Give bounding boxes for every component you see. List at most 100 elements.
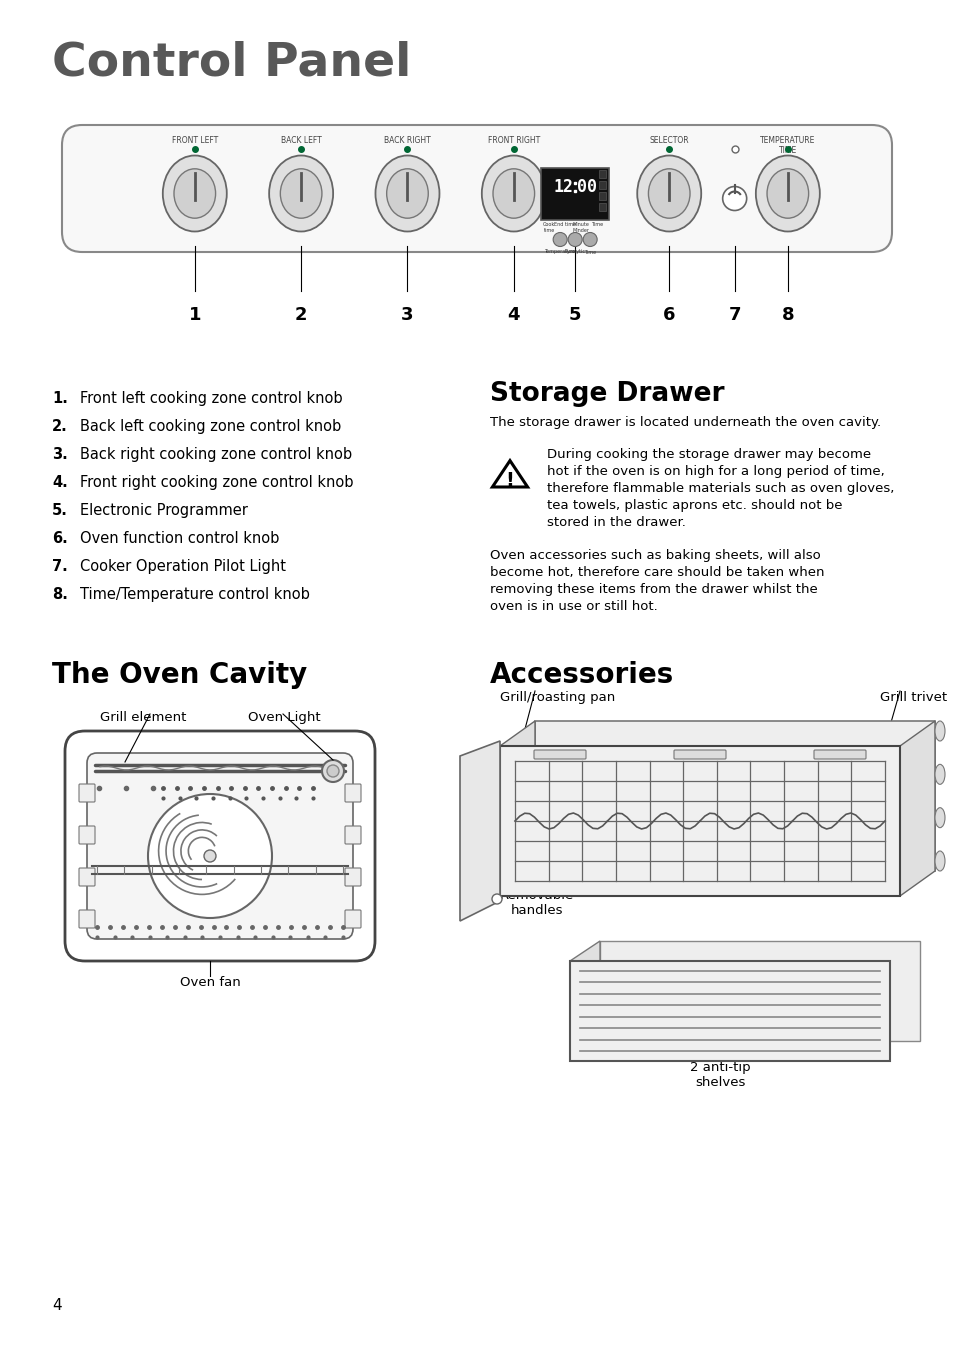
Text: removing these items from the drawer whilst the: removing these items from the drawer whi…	[490, 584, 817, 596]
Text: 7: 7	[728, 305, 740, 324]
FancyBboxPatch shape	[540, 168, 609, 219]
Text: 5.: 5.	[52, 503, 68, 517]
Text: Minute
Minder: Minute Minder	[572, 223, 589, 234]
FancyBboxPatch shape	[79, 911, 95, 928]
Circle shape	[204, 850, 215, 862]
Text: TEMPERATURE
TIME: TEMPERATURE TIME	[760, 136, 815, 155]
Text: Front left cooking zone control knob: Front left cooking zone control knob	[80, 390, 342, 407]
FancyBboxPatch shape	[62, 126, 891, 253]
Text: Control Panel: Control Panel	[52, 41, 411, 86]
Text: 5: 5	[568, 305, 580, 324]
FancyBboxPatch shape	[345, 867, 360, 886]
Text: 6: 6	[662, 305, 675, 324]
FancyBboxPatch shape	[65, 731, 375, 961]
FancyBboxPatch shape	[673, 750, 725, 759]
Text: Pyrolytic: Pyrolytic	[564, 250, 585, 254]
Text: Grill element: Grill element	[100, 711, 186, 724]
Text: Oven accessories such as baking sheets, will also: Oven accessories such as baking sheets, …	[490, 549, 820, 562]
Ellipse shape	[934, 808, 944, 828]
Circle shape	[327, 765, 338, 777]
Text: 8.: 8.	[52, 586, 68, 603]
Ellipse shape	[280, 169, 321, 219]
Ellipse shape	[755, 155, 819, 231]
Text: 7.: 7.	[52, 559, 68, 574]
Ellipse shape	[934, 721, 944, 740]
Text: therefore flammable materials such as oven gloves,: therefore flammable materials such as ov…	[546, 482, 893, 494]
Text: Grill/roasting pan: Grill/roasting pan	[499, 690, 615, 704]
Circle shape	[148, 794, 272, 917]
FancyBboxPatch shape	[598, 203, 605, 211]
FancyBboxPatch shape	[813, 750, 865, 759]
FancyBboxPatch shape	[79, 784, 95, 802]
Text: 4.: 4.	[52, 476, 68, 490]
Text: !: !	[505, 470, 514, 489]
FancyBboxPatch shape	[598, 192, 605, 200]
Circle shape	[582, 232, 597, 246]
Polygon shape	[599, 942, 919, 1042]
Polygon shape	[492, 461, 527, 486]
FancyBboxPatch shape	[79, 825, 95, 844]
FancyBboxPatch shape	[598, 181, 605, 189]
FancyBboxPatch shape	[79, 867, 95, 886]
Text: FRONT RIGHT: FRONT RIGHT	[487, 136, 539, 145]
Text: 4: 4	[507, 305, 519, 324]
Polygon shape	[569, 942, 599, 1061]
Text: Electronic Programmer: Electronic Programmer	[80, 503, 248, 517]
Polygon shape	[899, 721, 934, 896]
Circle shape	[553, 232, 567, 246]
Text: During cooking the storage drawer may become: During cooking the storage drawer may be…	[546, 449, 870, 461]
Text: Time: Time	[591, 223, 602, 227]
Text: Front right cooking zone control knob: Front right cooking zone control knob	[80, 476, 354, 490]
Ellipse shape	[173, 169, 215, 219]
Text: hot if the oven is on high for a long period of time,: hot if the oven is on high for a long pe…	[546, 465, 883, 478]
Text: 8: 8	[781, 305, 793, 324]
Text: Oven function control knob: Oven function control knob	[80, 531, 279, 546]
Text: Oven Light: Oven Light	[248, 711, 320, 724]
Ellipse shape	[493, 169, 534, 219]
Text: 1: 1	[189, 305, 201, 324]
Text: BACK RIGHT: BACK RIGHT	[384, 136, 431, 145]
Text: 4: 4	[52, 1298, 62, 1313]
Text: 6.: 6.	[52, 531, 68, 546]
Ellipse shape	[481, 155, 545, 231]
Ellipse shape	[934, 765, 944, 785]
Ellipse shape	[766, 169, 808, 219]
Ellipse shape	[648, 169, 689, 219]
Text: Accessories: Accessories	[490, 661, 674, 689]
Text: Removable
handles: Removable handles	[499, 889, 574, 917]
FancyBboxPatch shape	[345, 911, 360, 928]
Text: 00: 00	[577, 177, 597, 196]
Ellipse shape	[269, 155, 333, 231]
Text: Time: Time	[583, 250, 596, 254]
Text: 2 anti-tip
shelves: 2 anti-tip shelves	[689, 1061, 749, 1089]
Text: 12: 12	[553, 177, 573, 196]
Polygon shape	[569, 961, 889, 1061]
Text: 1.: 1.	[52, 390, 68, 407]
Text: FRONT LEFT: FRONT LEFT	[172, 136, 217, 145]
Ellipse shape	[386, 169, 428, 219]
Circle shape	[568, 232, 581, 246]
Text: 3.: 3.	[52, 447, 68, 462]
Circle shape	[322, 761, 344, 782]
Circle shape	[492, 894, 501, 904]
Text: 3: 3	[401, 305, 414, 324]
Text: 2: 2	[294, 305, 307, 324]
Text: The Oven Cavity: The Oven Cavity	[52, 661, 307, 689]
Polygon shape	[535, 721, 934, 871]
Text: 2.: 2.	[52, 419, 68, 434]
Text: Cooker Operation Pilot Light: Cooker Operation Pilot Light	[80, 559, 286, 574]
Ellipse shape	[637, 155, 700, 231]
Polygon shape	[499, 721, 535, 896]
Text: Oven fan: Oven fan	[179, 975, 240, 989]
Text: oven is in use or still hot.: oven is in use or still hot.	[490, 600, 657, 613]
Ellipse shape	[163, 155, 227, 231]
Circle shape	[722, 186, 746, 211]
Text: Back left cooking zone control knob: Back left cooking zone control knob	[80, 419, 341, 434]
Text: Cook
time: Cook time	[542, 223, 555, 234]
Text: stored in the drawer.: stored in the drawer.	[546, 516, 685, 530]
FancyBboxPatch shape	[345, 784, 360, 802]
Text: Temperature: Temperature	[544, 250, 576, 254]
Text: Grill trivet: Grill trivet	[879, 690, 946, 704]
Text: tea towels, plastic aprons etc. should not be: tea towels, plastic aprons etc. should n…	[546, 499, 841, 512]
Text: become hot, therefore care should be taken when: become hot, therefore care should be tak…	[490, 566, 823, 580]
